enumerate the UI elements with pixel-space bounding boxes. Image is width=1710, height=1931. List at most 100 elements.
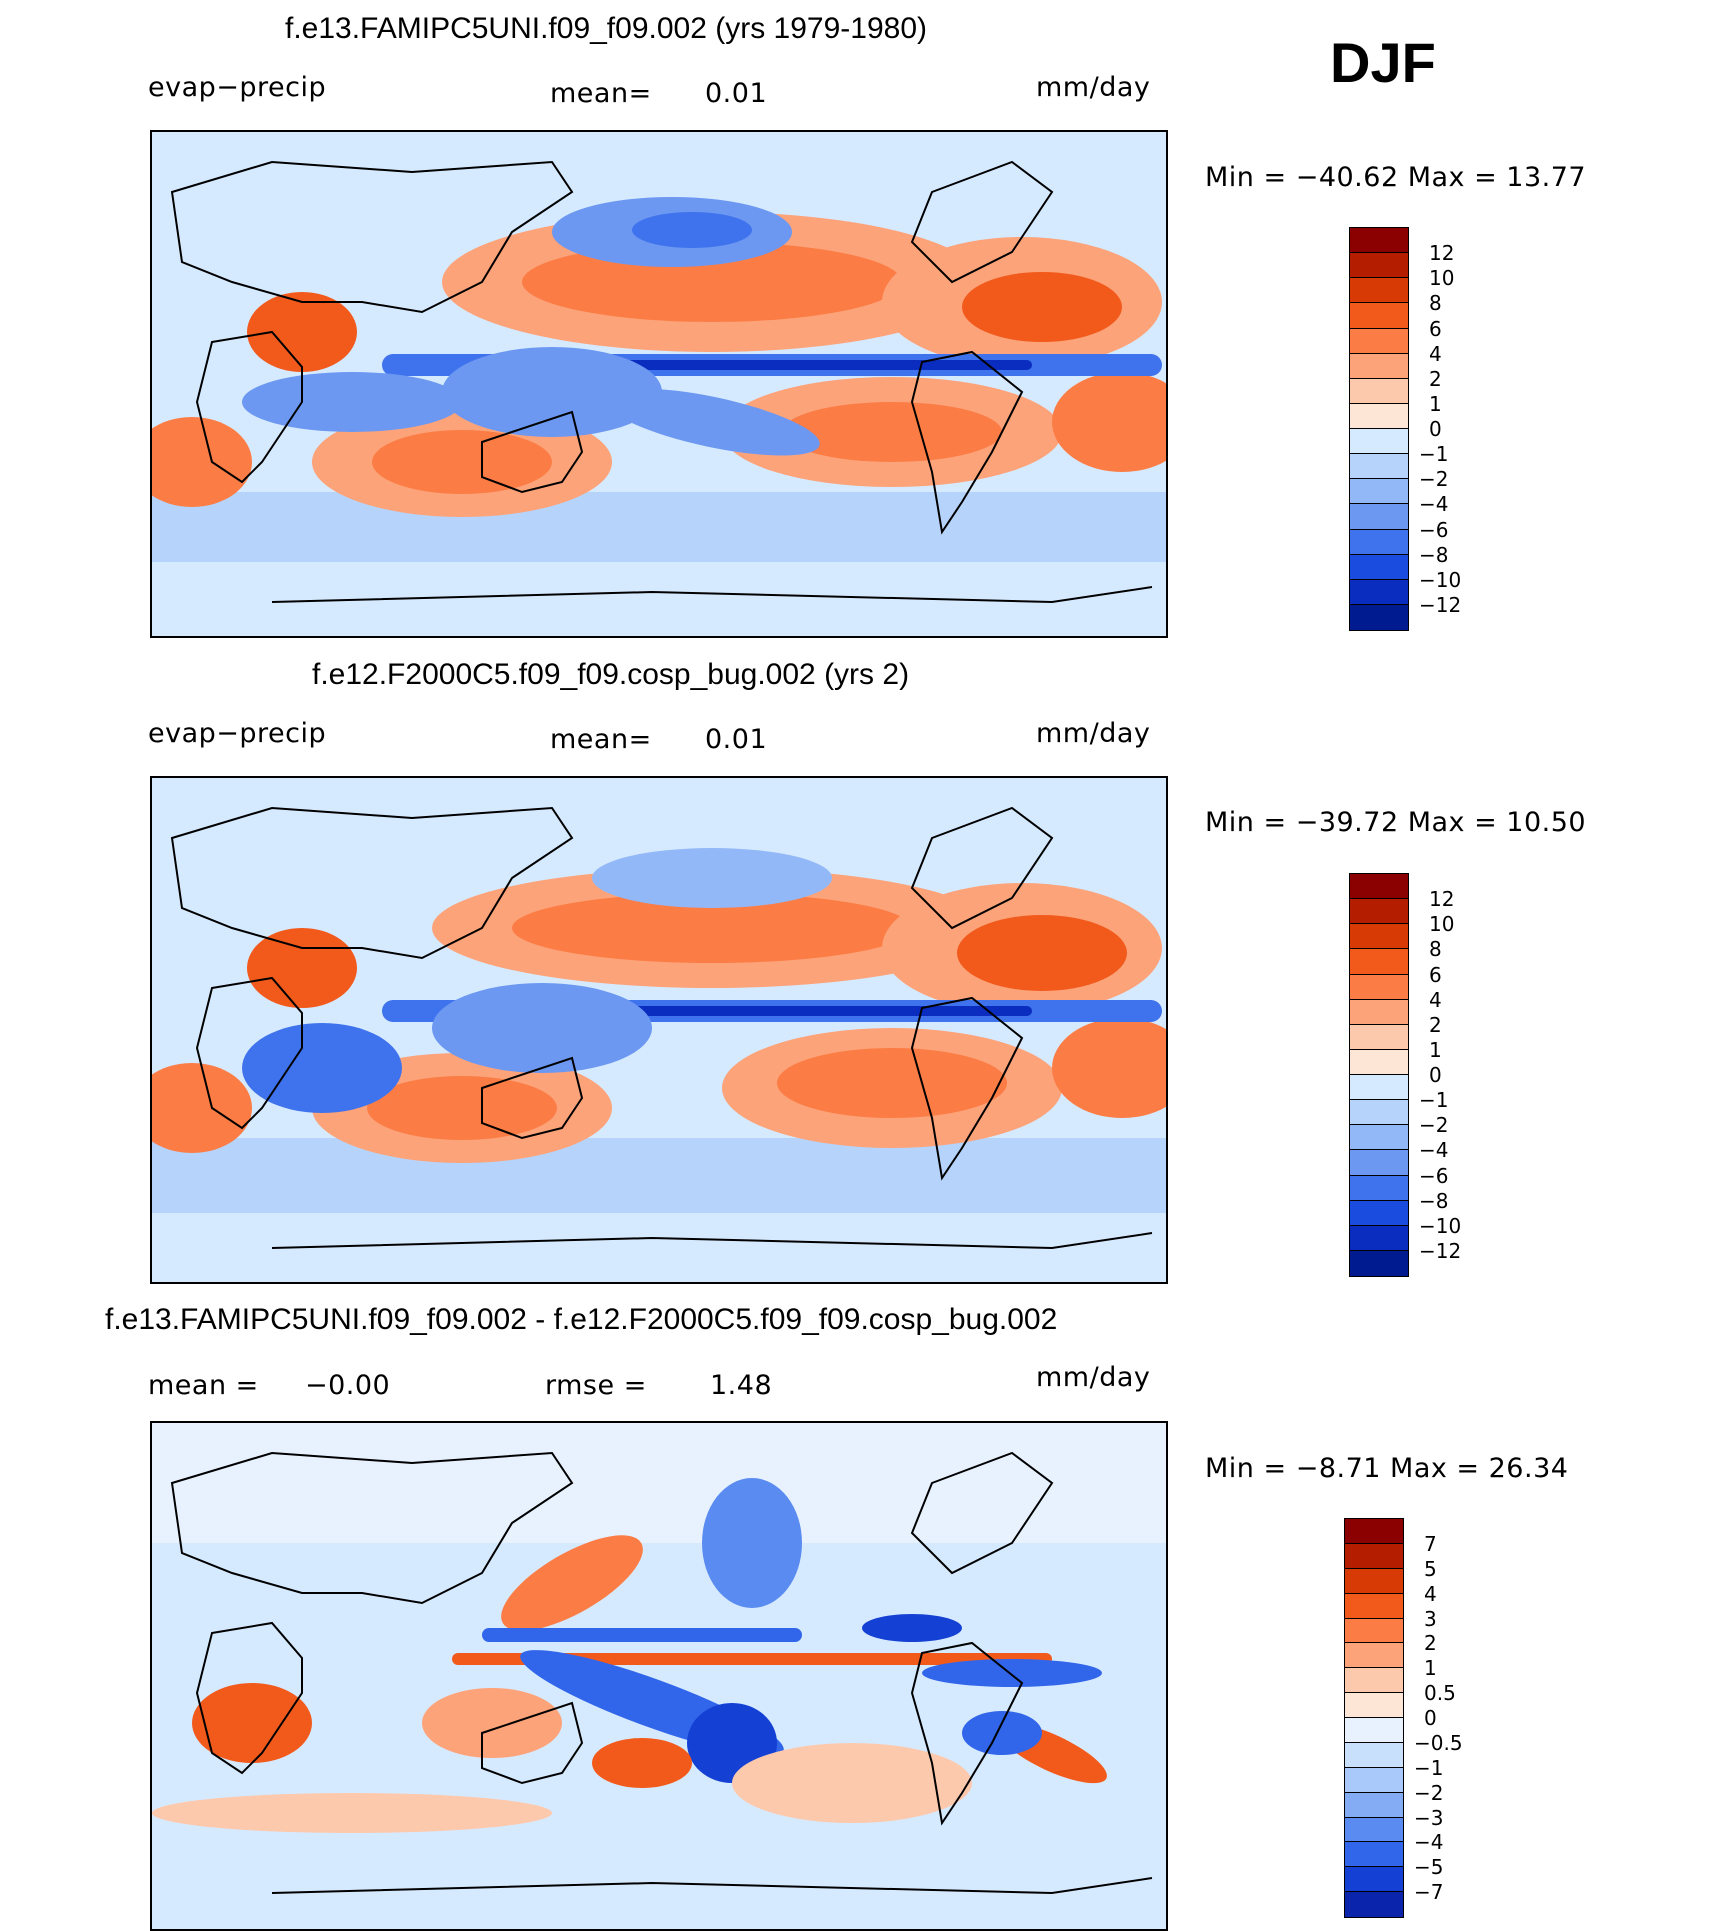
panel2-colorbar bbox=[1349, 873, 1409, 1277]
colorbar-tick-label: 8 bbox=[1429, 937, 1442, 962]
colorbar-tick-label: 0 bbox=[1429, 417, 1442, 441]
colorbar-swatch bbox=[1350, 1200, 1408, 1226]
colorbar-tick-label: −1 bbox=[1419, 1088, 1449, 1113]
colorbar-swatch bbox=[1350, 554, 1408, 580]
colorbar-swatch bbox=[1350, 579, 1408, 605]
colorbar-tick-label: −7 bbox=[1414, 1880, 1444, 1905]
colorbar-swatch bbox=[1345, 1892, 1403, 1917]
panel3-minmax: Min = −8.71 Max = 26.34 bbox=[1205, 1453, 1569, 1484]
colorbar-swatch bbox=[1345, 1867, 1403, 1893]
panel1-minmax: Min = −40.62 Max = 13.77 bbox=[1205, 162, 1587, 193]
panel1-variable-label: evap−precip bbox=[148, 72, 327, 103]
colorbar-swatch bbox=[1345, 1718, 1403, 1743]
colorbar-swatch bbox=[1350, 1150, 1408, 1176]
colorbar-swatch bbox=[1345, 1792, 1403, 1818]
colorbar-swatch bbox=[1350, 454, 1408, 480]
colorbar-tick-label: −4 bbox=[1414, 1830, 1444, 1855]
colorbar-tick-label: 1 bbox=[1424, 1656, 1437, 1681]
colorbar-swatch bbox=[1350, 899, 1408, 925]
colorbar-tick-label: 12 bbox=[1429, 241, 1455, 266]
colorbar-swatch bbox=[1345, 1643, 1403, 1669]
colorbar-swatch bbox=[1350, 604, 1408, 630]
colorbar-tick-label: 0 bbox=[1429, 1063, 1442, 1087]
panel2-mean-value: 0.01 bbox=[705, 724, 768, 755]
panel2-units-label: mm/day bbox=[1036, 718, 1151, 749]
panel3-title: f.e13.FAMIPC5UNI.f09_f09.002 - f.e12.F20… bbox=[105, 1303, 1058, 1336]
colorbar-swatch bbox=[1345, 1543, 1403, 1569]
colorbar-swatch bbox=[1350, 1225, 1408, 1251]
colorbar-swatch bbox=[1350, 253, 1408, 279]
colorbar-swatch bbox=[1350, 974, 1408, 1000]
panel2-title: f.e12.F2000C5.f09_f09.cosp_bug.002 (yrs … bbox=[312, 658, 910, 691]
colorbar-tick-label: 3 bbox=[1424, 1606, 1437, 1631]
panel3-mean-value: −0.00 bbox=[305, 1370, 391, 1401]
colorbar-swatch bbox=[1345, 1668, 1403, 1694]
colorbar-tick-label: −10 bbox=[1419, 567, 1462, 592]
colorbar-swatch bbox=[1345, 1519, 1403, 1544]
panel1-mean-value: 0.01 bbox=[705, 78, 768, 109]
colorbar-tick-label: −10 bbox=[1419, 1213, 1462, 1238]
colorbar-swatch bbox=[1345, 1593, 1403, 1619]
panel1-mean-label: mean= bbox=[550, 78, 652, 109]
colorbar-tick-label: −2 bbox=[1414, 1780, 1444, 1805]
panel3-map bbox=[150, 1421, 1168, 1931]
panel3-units-label: mm/day bbox=[1036, 1362, 1151, 1393]
colorbar-tick-label: 10 bbox=[1429, 266, 1455, 291]
colorbar-tick-label: 12 bbox=[1429, 887, 1455, 912]
colorbar-tick-label: −6 bbox=[1419, 517, 1449, 542]
colorbar-swatch bbox=[1350, 1175, 1408, 1201]
season-label: DJF bbox=[1330, 31, 1436, 94]
colorbar-tick-label: −1 bbox=[1414, 1755, 1444, 1780]
panel2-map bbox=[150, 776, 1168, 1284]
panel3-mean-label: mean = bbox=[148, 1370, 259, 1401]
panel1-title: f.e13.FAMIPC5UNI.f09_f09.002 (yrs 1979-1… bbox=[285, 12, 928, 45]
colorbar-swatch bbox=[1350, 949, 1408, 975]
colorbar-swatch bbox=[1350, 353, 1408, 379]
colorbar-swatch bbox=[1350, 1250, 1408, 1276]
colorbar-tick-label: −5 bbox=[1414, 1855, 1444, 1880]
colorbar-swatch bbox=[1350, 303, 1408, 329]
colorbar-swatch bbox=[1350, 228, 1408, 254]
panel1-map bbox=[150, 130, 1168, 638]
panel1-colorbar bbox=[1349, 227, 1409, 631]
colorbar-tick-label: −12 bbox=[1419, 1238, 1462, 1263]
colorbar-tick-label: −0.5 bbox=[1414, 1730, 1463, 1755]
colorbar-tick-label: 6 bbox=[1429, 316, 1442, 341]
colorbar-swatch bbox=[1350, 504, 1408, 530]
colorbar-tick-label: −8 bbox=[1419, 542, 1449, 567]
colorbar-tick-label: −2 bbox=[1419, 1113, 1449, 1138]
colorbar-tick-label: 4 bbox=[1424, 1581, 1437, 1606]
colorbar-swatch bbox=[1350, 328, 1408, 354]
colorbar-swatch bbox=[1345, 1618, 1403, 1644]
colorbar-swatch bbox=[1350, 924, 1408, 950]
colorbar-swatch bbox=[1350, 874, 1408, 900]
colorbar-swatch bbox=[1345, 1842, 1403, 1868]
colorbar-swatch bbox=[1350, 1125, 1408, 1151]
colorbar-swatch bbox=[1345, 1693, 1403, 1718]
panel2-variable-label: evap−precip bbox=[148, 718, 327, 749]
colorbar-tick-label: −4 bbox=[1419, 492, 1449, 517]
colorbar-swatch bbox=[1345, 1568, 1403, 1594]
colorbar-tick-label: 1 bbox=[1429, 1037, 1442, 1062]
colorbar-swatch bbox=[1350, 479, 1408, 505]
panel3-colorbar bbox=[1344, 1518, 1404, 1918]
colorbar-tick-label: 5 bbox=[1424, 1556, 1437, 1581]
colorbar-tick-label: −12 bbox=[1419, 592, 1462, 617]
colorbar-tick-label: 0 bbox=[1424, 1706, 1437, 1730]
colorbar-swatch bbox=[1350, 1049, 1408, 1075]
colorbar-swatch bbox=[1345, 1742, 1403, 1768]
colorbar-tick-label: 8 bbox=[1429, 291, 1442, 316]
colorbar-tick-label: −3 bbox=[1414, 1805, 1444, 1830]
panel3-rmse-value: 1.48 bbox=[710, 1370, 773, 1401]
panel1-units-label: mm/day bbox=[1036, 72, 1151, 103]
colorbar-tick-label: 7 bbox=[1424, 1531, 1437, 1556]
panel2-mean-label: mean= bbox=[550, 724, 652, 755]
colorbar-swatch bbox=[1350, 999, 1408, 1025]
colorbar-swatch bbox=[1345, 1817, 1403, 1843]
colorbar-swatch bbox=[1350, 1024, 1408, 1050]
colorbar-tick-label: 6 bbox=[1429, 962, 1442, 987]
colorbar-tick-label: 2 bbox=[1429, 366, 1442, 391]
colorbar-tick-label: 2 bbox=[1429, 1012, 1442, 1037]
colorbar-tick-label: 4 bbox=[1429, 987, 1442, 1012]
colorbar-swatch bbox=[1350, 1100, 1408, 1126]
